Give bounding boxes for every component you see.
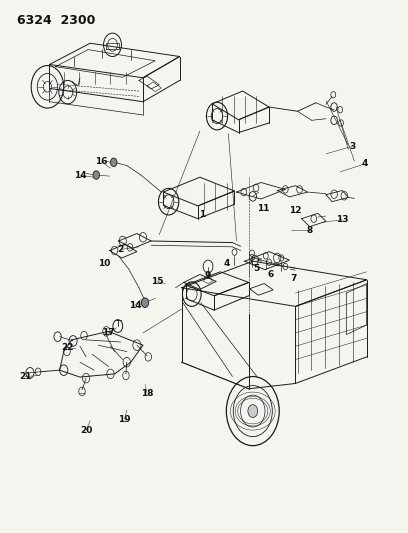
Text: 10: 10	[98, 260, 111, 268]
Text: 6: 6	[268, 270, 274, 279]
Text: 16: 16	[95, 157, 108, 166]
Text: 3: 3	[349, 142, 355, 151]
Text: 8: 8	[306, 226, 313, 235]
Text: 13: 13	[336, 215, 348, 224]
Text: 22: 22	[62, 343, 74, 352]
Text: 14: 14	[74, 171, 86, 180]
Text: 19: 19	[118, 415, 131, 424]
Text: 20: 20	[80, 426, 92, 435]
Text: 4: 4	[223, 260, 230, 268]
Text: 9: 9	[205, 271, 211, 279]
Text: 14: 14	[129, 301, 141, 310]
Circle shape	[248, 405, 258, 417]
Text: 4: 4	[361, 159, 368, 168]
Text: 6324  2300: 6324 2300	[17, 14, 95, 27]
Text: 2: 2	[118, 245, 124, 254]
Text: 18: 18	[141, 389, 153, 398]
Text: 1: 1	[199, 210, 205, 219]
Circle shape	[142, 298, 149, 308]
Text: 21: 21	[19, 372, 31, 381]
Text: 5: 5	[254, 264, 260, 272]
Circle shape	[93, 171, 100, 179]
Circle shape	[111, 158, 117, 166]
Text: 17: 17	[102, 328, 115, 337]
Text: 11: 11	[257, 204, 269, 213]
Text: 15: 15	[151, 277, 164, 286]
Text: 12: 12	[289, 206, 302, 215]
Text: 7: 7	[290, 273, 297, 282]
